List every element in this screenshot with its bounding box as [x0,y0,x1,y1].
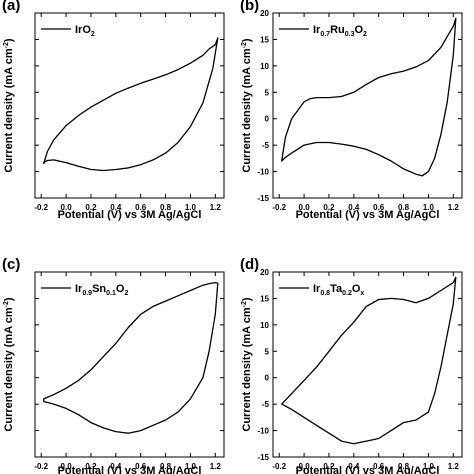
y-tick-label: 15 [260,294,269,303]
y-tick-label: 15 [260,35,269,44]
y-tick-label: 20 [260,268,269,277]
y-tick-label: 10 [260,321,269,330]
plot-frame [34,271,225,458]
x-tick-label: 0.6 [135,462,147,471]
x-axis-title: Potential (V) vs 3M Ag/AgCl [58,465,202,474]
x-tick-label: 1.0 [185,462,197,471]
x-tick-label: -0.2 [34,203,48,212]
legend-label: IrO2 [75,24,95,38]
y-tick-label: -5 [262,141,270,150]
x-tick-label: 0.4 [110,462,122,471]
plot-frame [272,12,463,199]
legend-label: Ir0.9Sn0.1O2 [75,283,128,297]
x-tick-label: 0.8 [160,462,172,471]
legend-label: Ir0.7Ru0.3O2 [313,24,367,38]
y-tick-label: -10 [257,168,269,177]
x-tick-label: -0.2 [34,462,48,471]
x-tick-label: 1.0 [185,203,197,212]
y-tick-label: -15 [257,453,269,462]
x-tick-label: 0.0 [61,462,73,471]
x-tick-label: 0.8 [160,203,172,212]
x-tick-label: 0.2 [323,203,335,212]
panel-letter: (c) [2,256,20,273]
plot-frame [34,12,225,199]
x-tick-label: 0.4 [110,203,122,212]
y-tick-label: 0 [265,374,270,383]
x-tick-label: 0.4 [348,462,360,471]
y-tick-label: -5 [262,400,270,409]
x-tick-label: 1.0 [423,203,435,212]
y-tick-label: 5 [265,88,270,97]
legend-label: Ir0.8Ta0.2Ox [313,283,364,297]
x-tick-label: 0.4 [348,203,360,212]
x-axis-title: Potential (V) vs 3M Ag/AgCl [296,465,440,474]
x-tick-label: 0.6 [373,203,385,212]
panel-c: -0.2 0.0 0.2 0.4 0.6 0.8 1.0 1.2 Ir0.9Sn0.1O2 (c)… [2,256,225,474]
x-tick-label: 1.2 [448,203,460,212]
cv-curve [43,281,219,434]
y-axis-title: Current density (mA cm-2) [3,38,15,173]
cv-curve [43,37,219,172]
x-tick-label: 0.8 [398,203,410,212]
x-tick-label: 0.2 [323,462,335,471]
y-tick-label: -15 [257,194,269,203]
y-tick-label: 5 [265,347,270,356]
x-axis-title: Potential (V) vs 3M Ag/AgCl [296,209,440,221]
panel-b: -0.2 0.0 0.2 0.4 0.6 0.8 1.0 1.2 -15 -10 -5 0 5 10 15 2… [240,0,463,221]
x-tick-label: 0.6 [135,203,147,212]
y-tick-label: -10 [257,427,269,436]
x-tick-label: 0.0 [299,203,311,212]
x-tick-label: 0.0 [61,203,73,212]
y-tick-label: 0 [265,115,270,124]
x-tick-label: 0.0 [299,462,311,471]
x-tick-label: 1.2 [210,462,222,471]
plot-frame [272,271,463,458]
y-tick-label: 20 [260,9,269,18]
panel-letter: (d) [240,256,259,273]
panel-a: -0.2 0.0 0.2 0.4 0.6 0.8 1.0 1.2 IrO2 (a) Potentia… [2,0,225,221]
x-tick-label: 0.6 [373,462,385,471]
x-axis-title: Potential (V) vs 3M Ag/AgCl [58,209,202,221]
x-tick-label: -0.2 [272,462,286,471]
x-tick-label: -0.2 [272,203,286,212]
y-axis-title: Current density (mA cm-2) [241,38,253,173]
x-tick-label: 1.2 [210,203,222,212]
panel-letter: (b) [240,0,259,14]
y-tick-label: 10 [260,62,269,71]
panel-letter: (a) [2,0,20,14]
x-tick-label: 0.8 [398,462,410,471]
panel-d: -0.2 0.0 0.2 0.4 0.6 0.8 1.0 1.2 -15 -10 -5 0 5 10 15 2… [240,256,463,474]
x-tick-label: 1.2 [448,462,460,471]
cv-curve [281,276,457,445]
x-tick-label: 0.2 [85,203,97,212]
y-axis-title: Current density (mA cm-2) [3,297,15,432]
cv-curve [281,17,457,177]
x-tick-label: 1.0 [423,462,435,471]
x-tick-label: 0.2 [85,462,97,471]
y-axis-title: Current density (mA cm-2) [241,297,253,432]
